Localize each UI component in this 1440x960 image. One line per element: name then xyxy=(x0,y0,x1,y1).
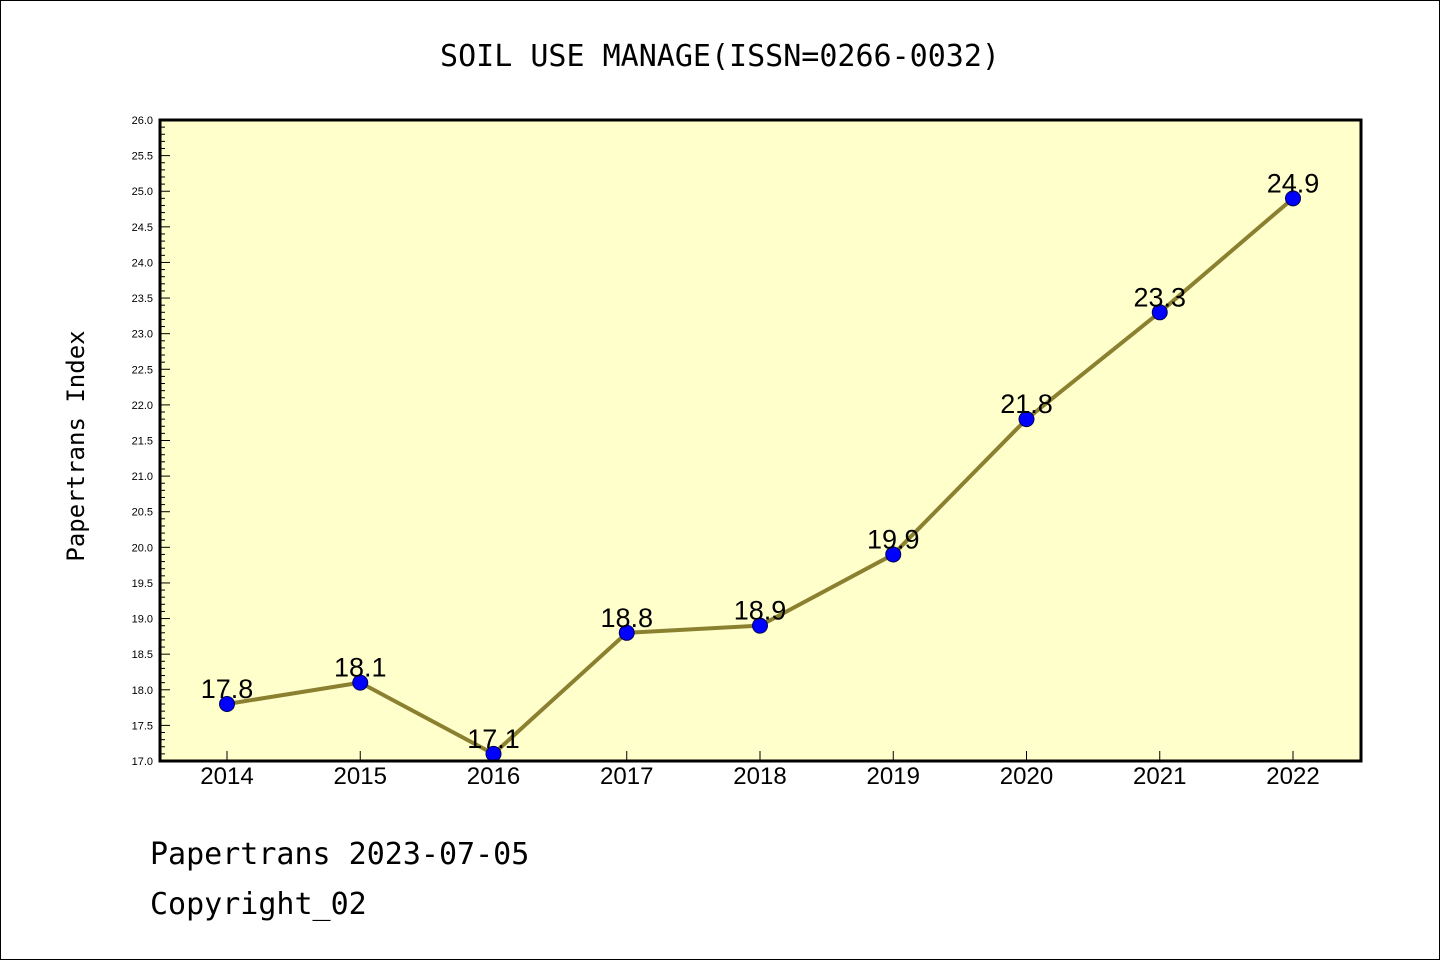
data-label-2021: 23.3 xyxy=(1133,282,1186,312)
data-point-2020 xyxy=(1018,411,1035,428)
footer-copyright: Copyright_02 xyxy=(150,887,367,922)
x-tick-label: 2015 xyxy=(334,763,387,790)
data-label-2017: 18.8 xyxy=(600,603,653,633)
y-tick-label: 20.0 xyxy=(132,542,153,554)
data-label-2016: 17.1 xyxy=(467,724,520,754)
data-label-2015: 18.1 xyxy=(334,653,387,683)
y-tick-label: 19.5 xyxy=(132,578,153,590)
footer-date: Papertrans 2023-07-05 xyxy=(150,837,529,872)
x-tick-label: 2014 xyxy=(200,763,253,790)
data-label-2018: 18.9 xyxy=(734,596,787,626)
y-tick-label: 21.0 xyxy=(132,471,153,483)
y-tick-label: 23.0 xyxy=(132,329,153,341)
chart-title: SOIL USE MANAGE(ISSN=0266-0032) xyxy=(440,39,1000,74)
y-tick-label: 26.0 xyxy=(132,115,153,127)
x-tick-label: 2019 xyxy=(867,763,920,790)
y-tick-label: 24.0 xyxy=(132,257,153,269)
x-tick-label: 2021 xyxy=(1133,763,1186,790)
y-tick-label: 20.5 xyxy=(132,507,153,519)
y-axis-label: Papertrans Index xyxy=(62,330,90,561)
y-tick-label: 18.5 xyxy=(132,649,153,661)
y-tick-label: 25.5 xyxy=(132,151,153,163)
y-tick-label: 22.5 xyxy=(132,364,153,376)
data-label-2022: 24.9 xyxy=(1267,168,1320,198)
y-tick-label: 18.0 xyxy=(132,685,153,697)
y-tick-label: 17.5 xyxy=(132,720,153,732)
y-tick-label: 24.5 xyxy=(132,222,153,234)
data-label-2020: 21.8 xyxy=(1000,389,1053,419)
y-tick-label: 25.0 xyxy=(132,186,153,198)
data-label-2019: 19.9 xyxy=(867,524,920,554)
data-labels: 17.8 18.1 17.1 18.8 18.9 19.9 21.8 23.3 24.9 xyxy=(201,168,1320,754)
plot-area xyxy=(160,120,1361,761)
data-point-2015 xyxy=(352,674,369,691)
data-point-2017 xyxy=(618,624,635,641)
y-tick-label: 17.0 xyxy=(132,756,153,768)
data-point-2014 xyxy=(219,696,235,713)
y-axis: 17.0 17.5 18.0 18.5 19.0 19.5 20.0 20.5 21.0 21.5… xyxy=(132,115,170,768)
x-tick-label: 2017 xyxy=(600,763,653,790)
data-point-2018 xyxy=(752,617,768,634)
data-point-2019 xyxy=(885,546,902,563)
data-label-2014: 17.8 xyxy=(201,674,254,704)
y-tick-label: 23.5 xyxy=(132,293,153,305)
y-tick-label: 22.0 xyxy=(132,400,153,412)
plot-border xyxy=(158,118,1363,763)
x-tick-label: 2016 xyxy=(467,763,520,790)
x-tick-label: 2020 xyxy=(1000,763,1053,790)
x-tick-label: 2022 xyxy=(1266,763,1319,790)
data-point-2022 xyxy=(1285,190,1301,207)
x-tick-label: 2018 xyxy=(733,763,786,790)
y-tick-label: 21.5 xyxy=(132,436,153,448)
x-axis: 2014 2015 2016 2017 2018 2019 2020 2021 2022 xyxy=(200,751,1320,790)
data-point-2021 xyxy=(1151,304,1168,321)
series-papertrans-index xyxy=(219,190,1301,762)
y-tick-label: 19.0 xyxy=(132,614,153,626)
